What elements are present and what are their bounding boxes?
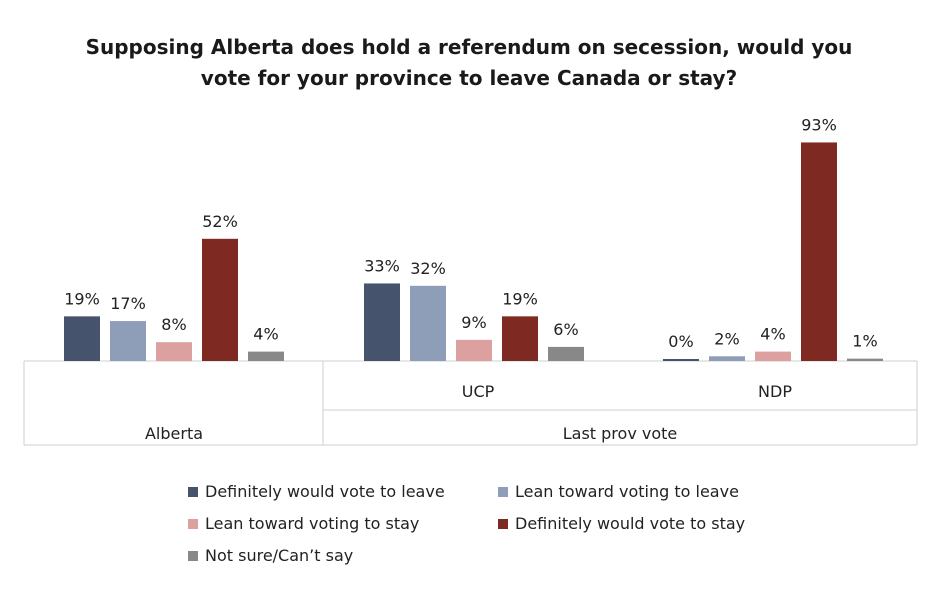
legend-swatch bbox=[498, 518, 508, 529]
bar bbox=[202, 238, 238, 361]
legend-swatch bbox=[188, 486, 198, 497]
bar bbox=[502, 316, 538, 361]
legend-item-definitely-stay: Definitely would vote to stay bbox=[498, 514, 745, 533]
bar bbox=[410, 285, 446, 361]
bar bbox=[847, 358, 883, 361]
data-label: 19% bbox=[502, 289, 538, 308]
data-label: 8% bbox=[161, 315, 186, 334]
data-label: 19% bbox=[64, 289, 100, 308]
legend-swatch bbox=[188, 550, 198, 561]
legend-item-not-sure: Not sure/Can’t say bbox=[188, 546, 353, 565]
data-label: 2% bbox=[714, 329, 739, 348]
data-label: 93% bbox=[801, 115, 837, 134]
bar bbox=[755, 351, 791, 361]
legend-item-lean-stay: Lean toward voting to stay bbox=[188, 514, 419, 533]
bar bbox=[456, 339, 492, 361]
bar bbox=[548, 346, 584, 361]
data-label: 9% bbox=[461, 313, 486, 332]
legend-label: Not sure/Can’t say bbox=[205, 546, 354, 565]
legend-label: Lean toward voting to stay bbox=[205, 514, 420, 533]
legend-label: Lean toward voting to leave bbox=[515, 482, 739, 501]
data-label: 52% bbox=[202, 212, 238, 231]
outer-category-label: Last prov vote bbox=[563, 424, 678, 443]
data-label: 6% bbox=[553, 320, 578, 339]
data-label: 33% bbox=[364, 256, 400, 275]
chart-title: Supposing Alberta does hold a referendum… bbox=[85, 35, 853, 90]
legend-label: Definitely would vote to leave bbox=[205, 482, 445, 501]
x-tick-label: UCP bbox=[462, 382, 495, 401]
bar bbox=[364, 283, 400, 361]
legend-swatch bbox=[498, 486, 508, 497]
data-label: 0% bbox=[668, 332, 693, 351]
data-label: 4% bbox=[760, 325, 785, 344]
data-label: 4% bbox=[253, 325, 278, 344]
bar bbox=[156, 342, 192, 361]
outer-category-label: Alberta bbox=[145, 424, 203, 443]
bar bbox=[64, 316, 100, 361]
legend-label: Definitely would vote to stay bbox=[515, 514, 746, 533]
legend-item-lean-leave: Lean toward voting to leave bbox=[498, 482, 739, 501]
bar bbox=[709, 356, 745, 361]
x-tick-label: NDP bbox=[758, 382, 792, 401]
bar bbox=[663, 359, 699, 361]
data-label: 17% bbox=[110, 294, 146, 313]
bar bbox=[248, 351, 284, 361]
data-label: 1% bbox=[852, 332, 877, 351]
bar bbox=[110, 321, 146, 361]
bar bbox=[801, 142, 837, 361]
data-label: 32% bbox=[410, 259, 446, 278]
legend-item-definitely-leave: Definitely would vote to leave bbox=[188, 482, 445, 501]
legend-swatch bbox=[188, 518, 198, 529]
